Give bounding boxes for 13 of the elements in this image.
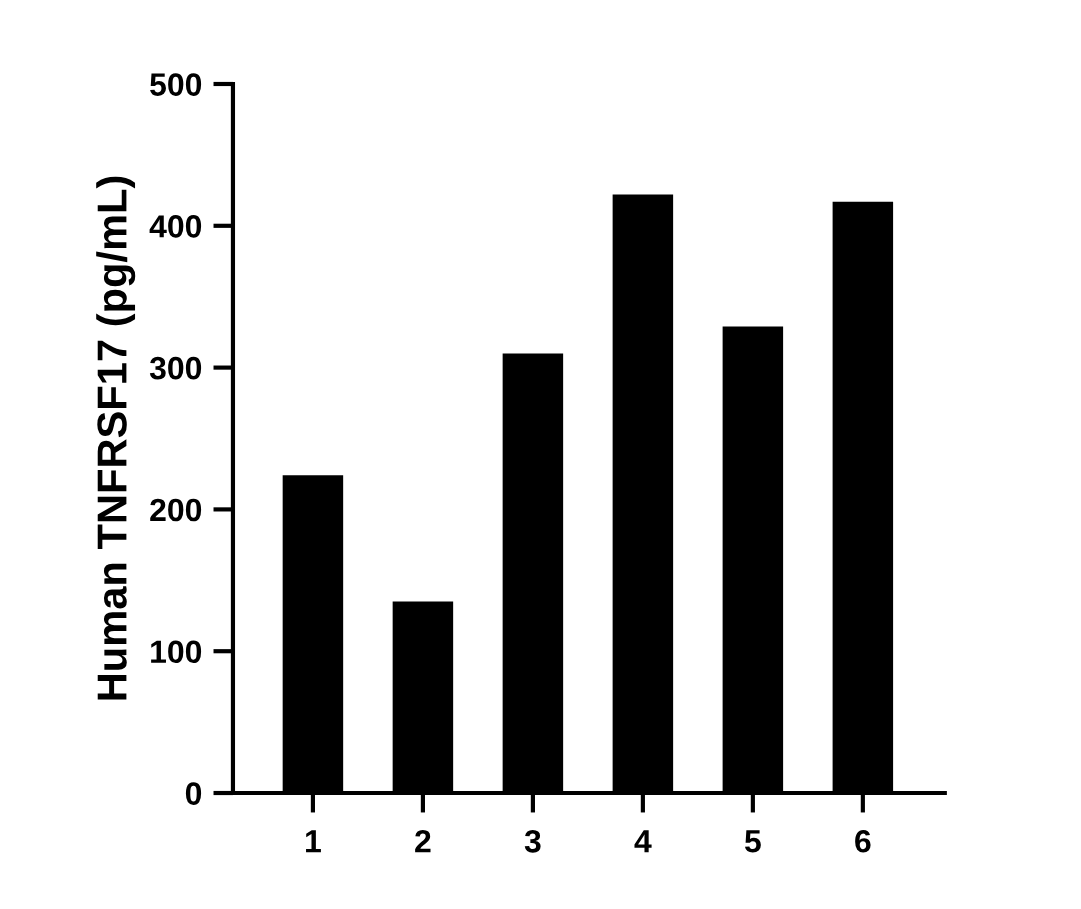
x-tick-label: 1 [306,830,321,853]
y-tick-label: 300 [149,356,202,380]
x-tick-label: 2 [415,829,431,853]
y-tick-label: 100 [151,640,202,664]
y-tick-label: 200 [150,498,202,522]
x-tick-label: 4 [634,830,652,853]
y-tick-label: 500 [150,73,202,96]
y-tick-label: 400 [149,215,202,238]
y-axis-title: Human TNFRSF17 (pg/mL) [96,176,136,700]
x-tick-label: 5 [744,830,761,853]
x-tick-label: 6 [855,829,871,853]
x-tick-label: 3 [524,829,541,853]
y-tick-label: 0 [185,782,202,805]
